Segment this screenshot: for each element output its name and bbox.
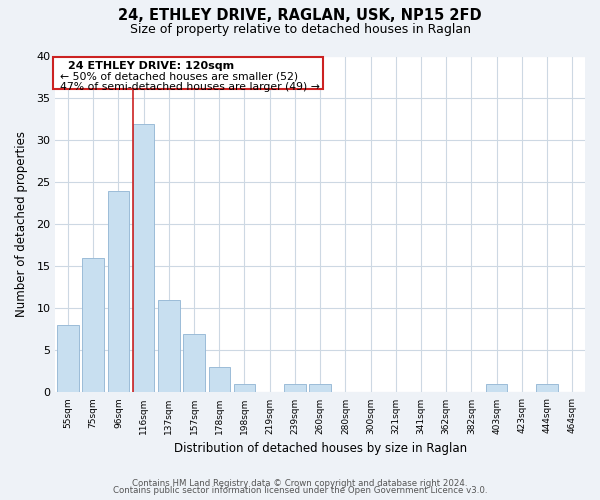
Bar	[486, 384, 508, 392]
Bar	[284, 384, 305, 392]
Bar	[82, 258, 104, 392]
Text: 47% of semi-detached houses are larger (49) →: 47% of semi-detached houses are larger (…	[61, 82, 320, 92]
Bar	[234, 384, 255, 392]
Text: 24 ETHLEY DRIVE: 120sqm: 24 ETHLEY DRIVE: 120sqm	[68, 60, 234, 70]
Bar	[57, 325, 79, 392]
Bar	[133, 124, 154, 392]
Bar	[158, 300, 179, 392]
Bar	[184, 334, 205, 392]
FancyBboxPatch shape	[53, 58, 323, 90]
Text: Contains HM Land Registry data © Crown copyright and database right 2024.: Contains HM Land Registry data © Crown c…	[132, 478, 468, 488]
Bar	[107, 191, 129, 392]
Y-axis label: Number of detached properties: Number of detached properties	[15, 132, 28, 318]
Text: Size of property relative to detached houses in Raglan: Size of property relative to detached ho…	[130, 22, 470, 36]
Bar	[310, 384, 331, 392]
Bar	[209, 367, 230, 392]
Text: 24, ETHLEY DRIVE, RAGLAN, USK, NP15 2FD: 24, ETHLEY DRIVE, RAGLAN, USK, NP15 2FD	[118, 8, 482, 22]
Text: Contains public sector information licensed under the Open Government Licence v3: Contains public sector information licen…	[113, 486, 487, 495]
Text: ← 50% of detached houses are smaller (52): ← 50% of detached houses are smaller (52…	[61, 72, 298, 82]
Bar	[536, 384, 558, 392]
X-axis label: Distribution of detached houses by size in Raglan: Distribution of detached houses by size …	[173, 442, 467, 455]
